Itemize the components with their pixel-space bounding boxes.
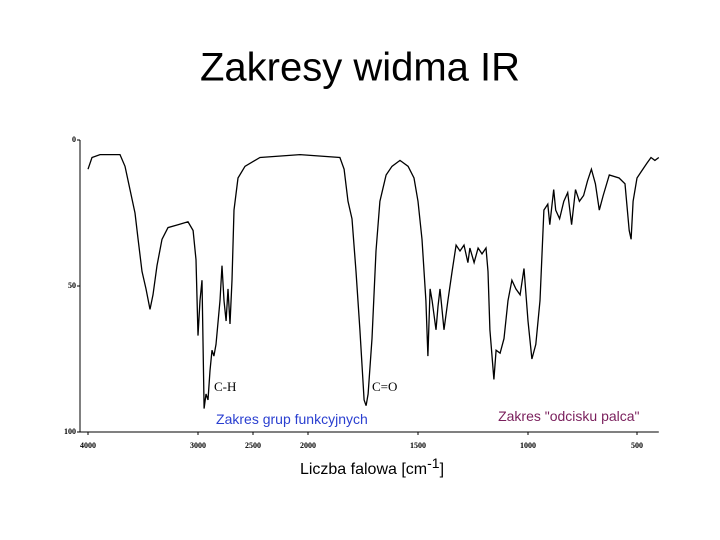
x-axis-title-suffix: ]: [440, 461, 444, 478]
y-tick-label: 100: [64, 427, 76, 436]
annotation: Zakres "odcisku palca": [498, 408, 639, 424]
x-axis-title: Liczba falowa [cm-1]: [300, 455, 444, 479]
x-tick-label: 2500: [245, 441, 261, 450]
x-tick-label: 2000: [300, 441, 316, 450]
x-tick-label: 500: [631, 441, 643, 450]
x-axis-title-sup: -1: [427, 455, 440, 471]
slide-title: Zakresy widma IR: [200, 46, 520, 90]
x-tick-label: 1500: [410, 441, 426, 450]
annotation: Zakres grup funkcyjnych: [216, 411, 368, 427]
x-tick-label: 3000: [190, 441, 206, 450]
y-tick-label: 50: [68, 281, 76, 290]
x-tick-label: 1000: [520, 441, 536, 450]
y-tick-label: 0: [72, 135, 76, 144]
x-axis-title-text: Liczba falowa [cm: [300, 461, 427, 478]
spectrum-line: [87, 153, 660, 409]
x-tick-label: 4000: [80, 441, 96, 450]
annotation: C=O: [372, 379, 397, 394]
annotation: C-H: [214, 379, 236, 394]
